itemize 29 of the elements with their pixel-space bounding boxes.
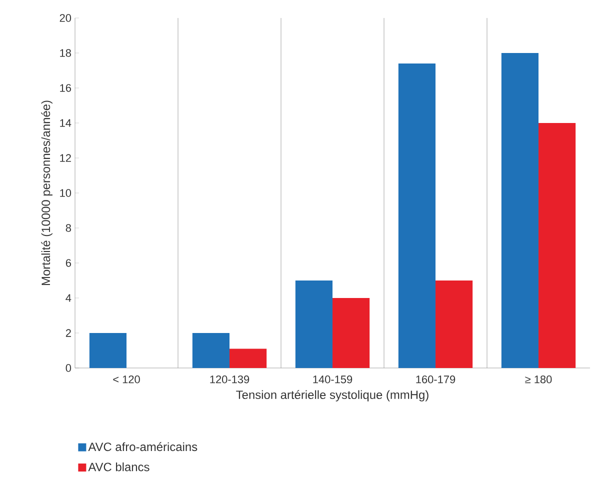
bar xyxy=(538,122,576,368)
y-tick-label: 0 xyxy=(66,364,72,372)
bar xyxy=(436,280,473,368)
bar xyxy=(192,332,230,368)
x-tick-label: 140-159 xyxy=(313,376,352,384)
bar xyxy=(398,63,436,368)
bar xyxy=(332,298,370,368)
bar xyxy=(295,280,333,368)
y-tick-label: 8 xyxy=(66,224,71,232)
y-axis-title: Mortalité (10000 personnes/année) xyxy=(41,100,52,286)
y-tick-label: 20 xyxy=(60,14,72,22)
y-tick-label: 4 xyxy=(66,294,72,302)
y-tick-label: 14 xyxy=(60,119,72,127)
legend-label: AVC blancs xyxy=(88,462,150,472)
x-tick-label: 160-179 xyxy=(416,376,456,384)
y-tick-label: 6 xyxy=(66,259,71,267)
y-tick-label: 12 xyxy=(60,154,71,162)
x-tick-label: ≥ 180 xyxy=(525,376,552,384)
bar xyxy=(89,332,127,368)
legend-label: AVC afro-américains xyxy=(88,442,198,452)
x-tick-label: 120-139 xyxy=(210,376,250,384)
bar xyxy=(230,348,267,368)
y-tick-label: 16 xyxy=(60,84,71,92)
y-tick-label: 18 xyxy=(60,49,71,57)
y-tick-label: 2 xyxy=(66,329,71,337)
x-axis-title: Tension artérielle systolique (mmHg) xyxy=(236,390,428,402)
x-tick-label: < 120 xyxy=(113,376,140,384)
y-tick-label: 10 xyxy=(60,189,72,197)
bar xyxy=(501,52,539,368)
